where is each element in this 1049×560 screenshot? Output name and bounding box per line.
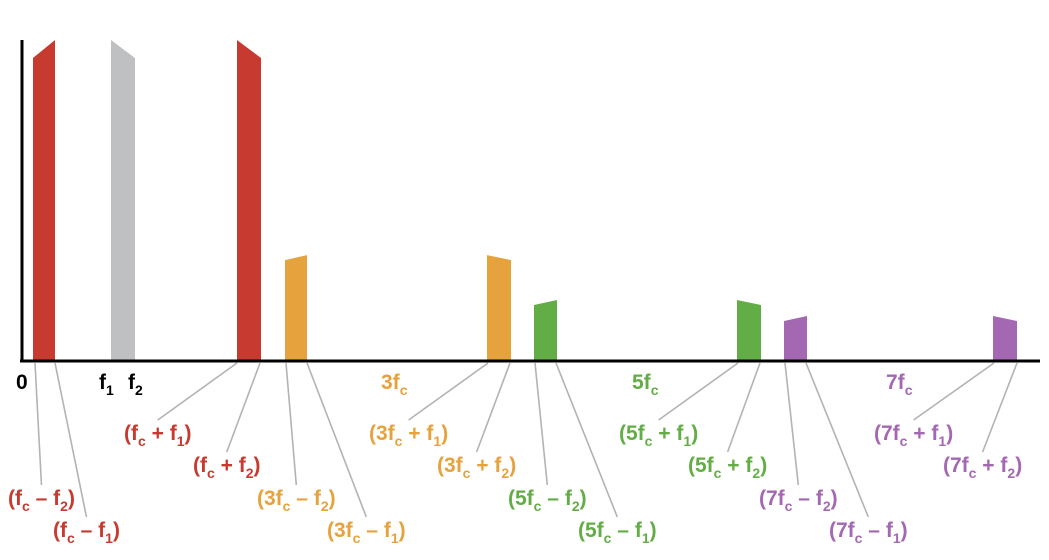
leader-line-6 [306,362,368,518]
bar-7fc-plus [993,316,1017,361]
center-label-5fc: 5fc [632,371,659,398]
leader-line-14 [805,362,870,518]
leader-line-5 [285,362,298,486]
sideband-label-4: (fc + f2) [193,454,261,481]
axes [20,40,1040,363]
bar-7fc-minus [784,316,807,361]
leader-line-3 [157,362,238,421]
sideband-label-10: (5fc – f1) [578,519,657,546]
sideband-label-6: (3fc – f1) [327,519,406,546]
bar-fc-plus [237,40,261,361]
spectrum-bars [33,40,1017,361]
leader-line-9 [534,362,549,486]
bar-fc-minus-f2 [33,40,55,361]
leader-line-1 [34,362,43,486]
bar-5fc-minus [534,300,557,361]
axis-label-f1: f1 [99,371,114,398]
sideband-label-11: (5fc + f1) [619,422,698,449]
sideband-label-8: (3fc + f2) [437,454,516,481]
leader-line-13 [784,362,800,486]
sideband-label-3: (fc + f1) [124,422,192,449]
sideband-label-12: (5fc + f2) [688,454,767,481]
leader-line-12 [726,362,761,453]
center-label-7fc: 7fc [886,371,913,398]
sideband-label-15: (7fc + f1) [874,422,953,449]
bar-5fc-plus [737,300,761,361]
sideband-label-5: (3fc – f2) [257,487,336,514]
sideband-label-1: (fc – f2) [8,487,75,514]
bar-3fc-plus [487,255,511,361]
leader-line-11 [658,362,739,421]
axis-label-zero: 0 [16,371,28,394]
leader-line-8 [475,362,511,453]
leader-line-16 [981,362,1018,453]
sideband-label-7: (3fc + f1) [369,422,448,449]
leader-line-15 [913,362,995,421]
labels: 0 f1 f2 (fc – f2) (fc – f1) (fc + f1)(fc +… [8,371,1022,546]
leader-line-2 [54,362,88,518]
leader-lines [34,362,1018,518]
sideband-label-16: (7fc + f2) [943,454,1022,481]
center-label-3fc: 3fc [381,371,408,398]
leader-line-4 [226,362,261,453]
sideband-label-13: (7fc – f2) [759,487,838,514]
axis-label-f2: f2 [128,371,143,398]
leader-line-7 [408,362,489,421]
bar-f1-f2 [111,40,135,361]
sideband-label-9: (5fc – f2) [508,487,587,514]
sideband-label-14: (7fc – f1) [829,519,908,546]
sideband-label-2: (fc – f1) [53,519,120,546]
bar-3fc-minus [285,255,307,361]
leader-line-10 [555,362,619,518]
